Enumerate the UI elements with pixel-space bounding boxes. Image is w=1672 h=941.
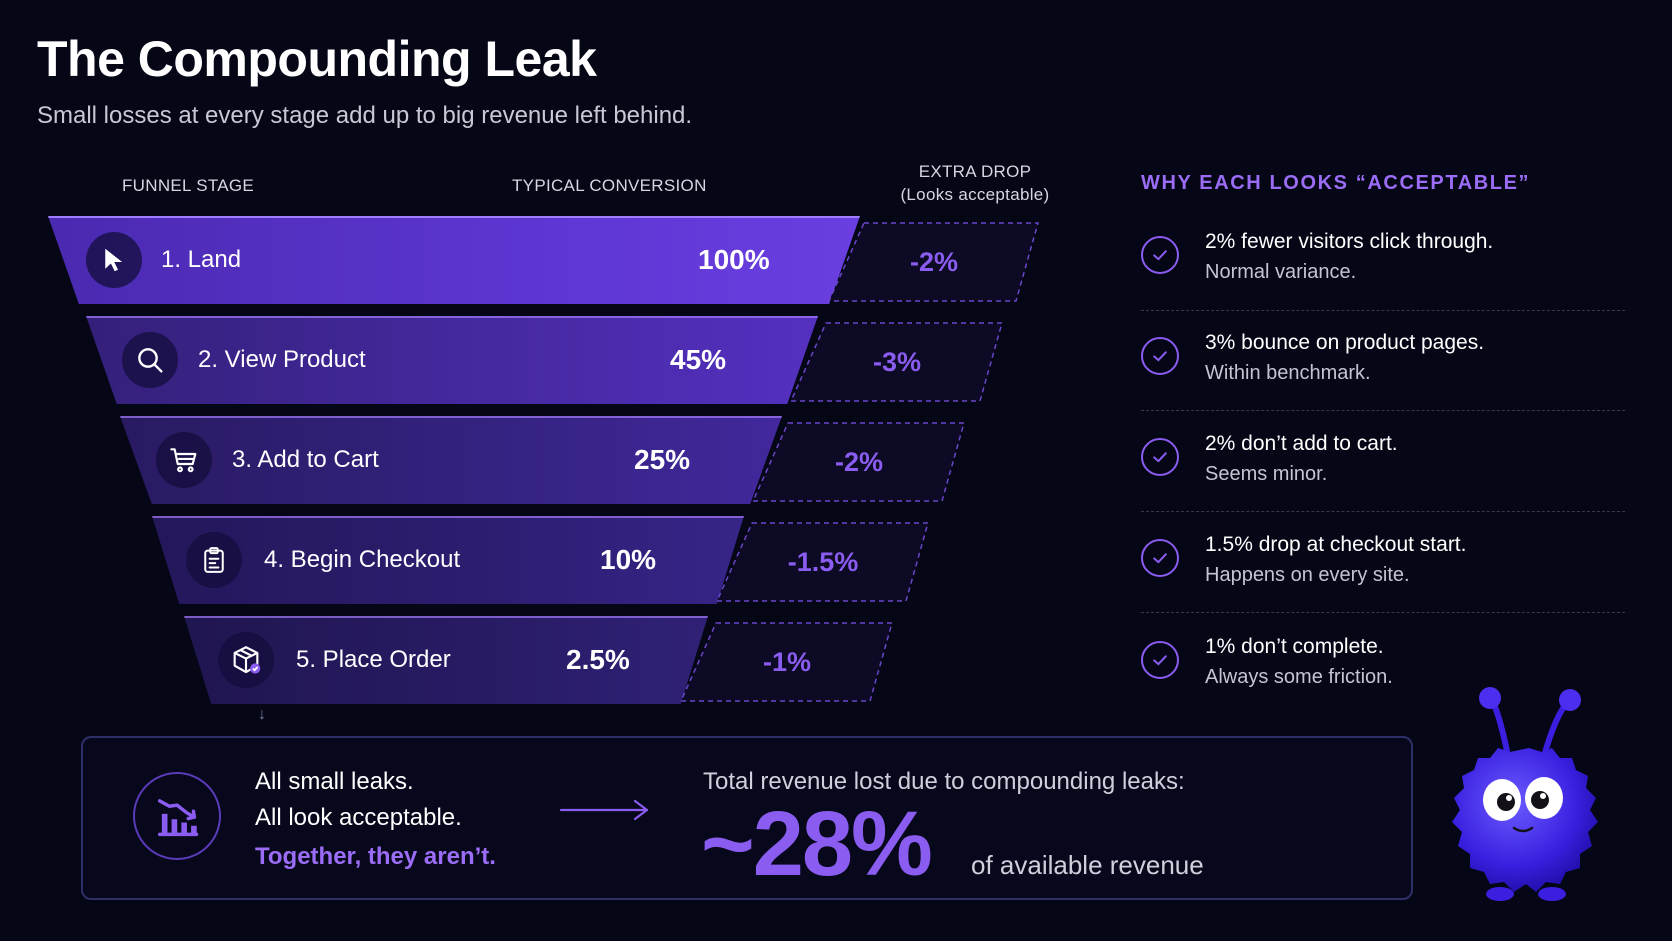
cart-icon	[156, 432, 212, 488]
right-arrow-icon	[559, 798, 651, 827]
reason-note: Seems minor.	[1205, 463, 1328, 485]
summary-panel: All small leaks. All look acceptable. To…	[81, 736, 1413, 900]
reason-note: Always some friction.	[1205, 666, 1393, 688]
drop-box-land: -2%	[828, 222, 1040, 302]
summary-big-value: ~28%	[701, 793, 933, 895]
column-header-conversion: TYPICAL CONVERSION	[512, 176, 707, 195]
stage-conversion-value: 2.5%	[566, 644, 630, 675]
stage-label: 2. View Product	[198, 346, 366, 373]
reason-divider	[1141, 612, 1625, 613]
stage-label: 1. Land	[161, 246, 242, 273]
page-subtitle: Small losses at every stage add up to bi…	[37, 102, 693, 129]
summary-line-1: All small leaks.	[255, 768, 414, 795]
drop-box-add-to-cart: -2%	[752, 422, 966, 502]
reason-divider	[1141, 310, 1625, 311]
reason-note: Within benchmark.	[1205, 362, 1371, 384]
funnel-stage-begin-checkout: 4. Begin Checkout 10%	[152, 516, 744, 604]
drop-box-view-product: -3%	[790, 322, 1004, 402]
summary-caption: Total revenue lost due to compounding le…	[703, 768, 1185, 795]
reason-text: 1.5% drop at checkout start.	[1205, 533, 1467, 556]
reason-text: 1% don’t complete.	[1205, 635, 1384, 658]
cursor-icon	[86, 232, 142, 288]
drop-value: -1%	[762, 646, 811, 677]
package-check-icon	[218, 632, 274, 688]
stage-conversion-value: 100%	[698, 244, 770, 275]
reason-text: 2% fewer visitors click through.	[1205, 230, 1494, 253]
column-header-drop-title: EXTRA DROP	[918, 162, 1032, 181]
stage-label: 4. Begin Checkout	[264, 546, 461, 573]
page-title: The Compounding Leak	[37, 31, 597, 87]
funnel-stage-view-product: 2. View Product 45%	[86, 316, 818, 404]
drop-box-place-order: -1%	[680, 622, 894, 702]
search-icon	[122, 332, 178, 388]
stage-conversion-value: 25%	[634, 444, 691, 475]
column-header-why: WHY EACH LOOKS “ACCEPTABLE”	[1141, 172, 1531, 194]
stage-conversion-value: 45%	[670, 344, 727, 375]
column-header-stage: FUNNEL STAGE	[122, 176, 255, 195]
clipboard-icon	[186, 532, 242, 588]
drop-value: -2%	[834, 446, 883, 477]
reason-divider	[1141, 511, 1625, 512]
drop-value: -2%	[909, 246, 958, 277]
stage-label: 3. Add to Cart	[232, 446, 379, 473]
reason-text: 2% don’t add to cart.	[1205, 432, 1398, 455]
summary-line-3: Together, they aren’t.	[255, 843, 496, 870]
funnel-stage-place-order: 5. Place Order 2.5%	[184, 616, 708, 704]
funnel-stage-land: 1. Land 100%	[48, 216, 860, 304]
reason-text: 3% bounce on product pages.	[1205, 331, 1485, 354]
check-circle-icon	[1141, 438, 1179, 476]
check-circle-icon	[1141, 641, 1179, 679]
column-header-drop: EXTRA DROP (Looks acceptable)	[880, 160, 1070, 206]
check-circle-icon	[1141, 337, 1179, 375]
drop-value: -1.5%	[787, 546, 859, 577]
funnel-stage-fill	[152, 516, 744, 604]
check-circle-icon	[1141, 236, 1179, 274]
summary-line-2: All look acceptable.	[255, 804, 462, 831]
funnel-stage-add-to-cart: 3. Add to Cart 25%	[120, 416, 782, 504]
check-circle-icon	[1141, 539, 1179, 577]
funnel-stage-fill	[48, 216, 860, 304]
mascot-illustration	[1434, 686, 1624, 921]
down-arrow-icon: ↓	[258, 706, 266, 723]
drop-value: -3%	[872, 346, 921, 377]
stage-conversion-value: 10%	[600, 544, 657, 575]
reason-divider	[1141, 410, 1625, 411]
summary-suffix: of available revenue	[971, 850, 1204, 880]
reason-note: Normal variance.	[1205, 261, 1357, 283]
funnel-stage-fill	[86, 316, 818, 404]
funnel-stage-fill	[120, 416, 782, 504]
stage-label: 5. Place Order	[296, 646, 451, 673]
drop-box-begin-checkout: -1.5%	[716, 522, 930, 602]
column-header-drop-note: (Looks acceptable)	[900, 185, 1050, 204]
reason-note: Happens on every site.	[1205, 564, 1410, 586]
declining-chart-icon	[133, 772, 221, 860]
